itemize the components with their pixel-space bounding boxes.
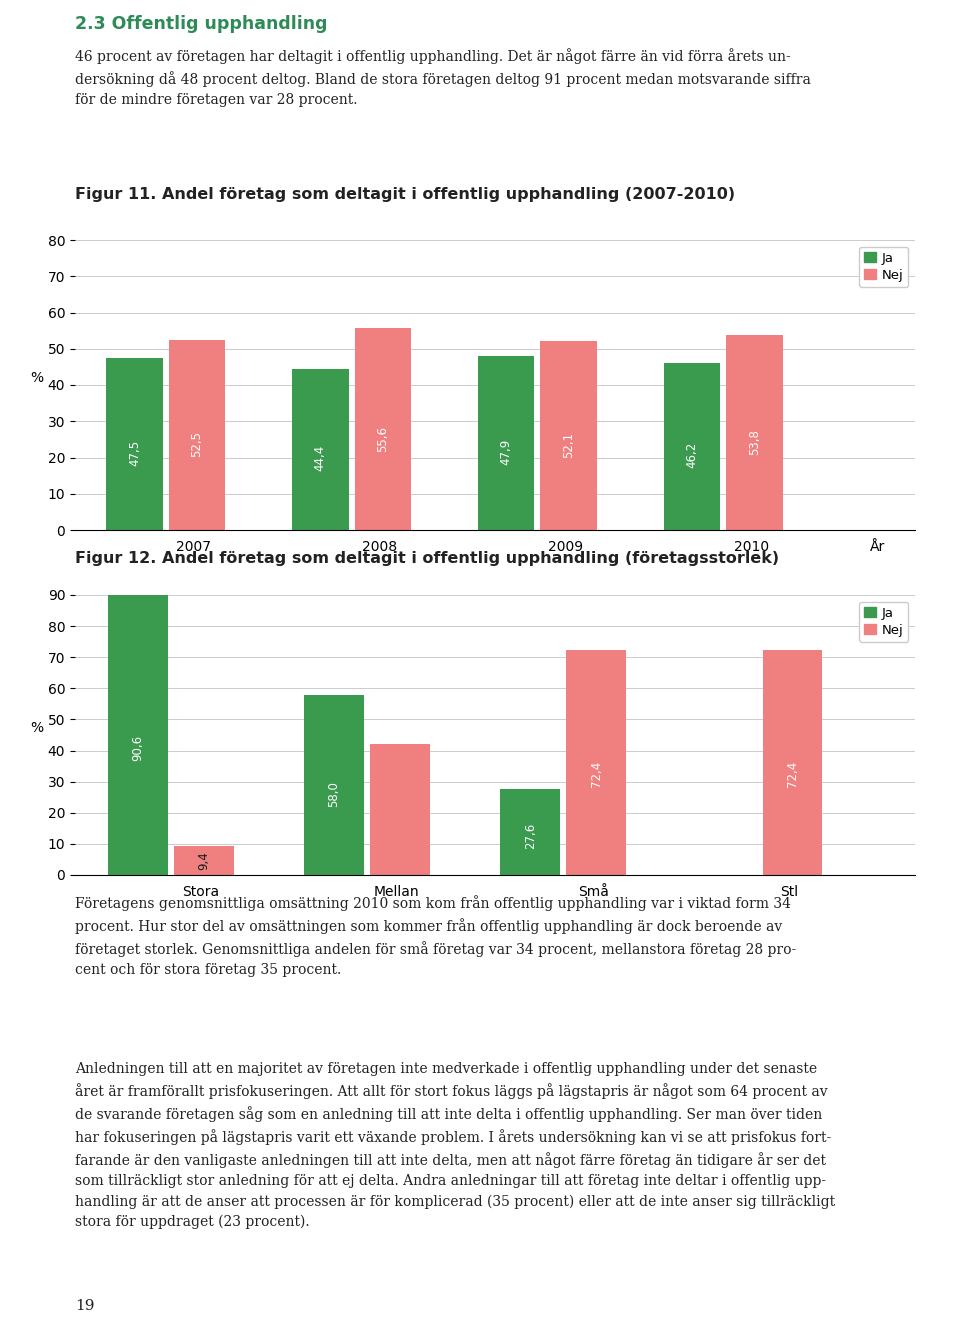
- Bar: [726, 335, 782, 530]
- Bar: [292, 370, 348, 530]
- Text: 58,0: 58,0: [327, 780, 341, 807]
- Bar: [371, 745, 430, 874]
- Text: 44,4: 44,4: [314, 444, 326, 470]
- Bar: [108, 594, 168, 874]
- Bar: [663, 363, 720, 530]
- Text: Anledningen till att en majoritet av företagen inte medverkade i offentlig uppha: Anledningen till att en majoritet av för…: [75, 1063, 835, 1230]
- Text: 72,4: 72,4: [786, 761, 799, 787]
- Text: 46 procent av företagen har deltagit i offentlig upphandling. Det är något färre: 46 procent av företagen har deltagit i o…: [75, 48, 811, 107]
- Y-axis label: %: %: [30, 721, 43, 735]
- Bar: [107, 358, 162, 530]
- Text: Företagens genomsnittliga omsättning 2010 som kom från offentlig upphandling var: Företagens genomsnittliga omsättning 201…: [75, 894, 796, 977]
- Text: 52,1: 52,1: [563, 432, 575, 458]
- Text: 52,5: 52,5: [190, 432, 204, 457]
- Bar: [762, 649, 823, 874]
- Bar: [354, 329, 411, 530]
- Text: 19: 19: [75, 1298, 94, 1313]
- Y-axis label: %: %: [30, 371, 43, 386]
- Text: 55,6: 55,6: [376, 427, 389, 452]
- Bar: [478, 356, 535, 530]
- Text: 27,6: 27,6: [524, 823, 537, 849]
- Text: 47,9: 47,9: [499, 439, 513, 465]
- Legend: Ja, Nej: Ja, Nej: [859, 602, 908, 643]
- Text: 90,6: 90,6: [132, 735, 144, 762]
- Text: Figur 11. Andel företag som deltagit i offentlig upphandling (2007-2010): Figur 11. Andel företag som deltagit i o…: [75, 187, 735, 201]
- Text: Figur 12. Andel företag som deltagit i offentlig upphandling (företagsstorlek): Figur 12. Andel företag som deltagit i o…: [75, 551, 780, 567]
- Text: 53,8: 53,8: [748, 429, 761, 456]
- Bar: [540, 341, 597, 530]
- Bar: [174, 845, 233, 874]
- Text: 47,5: 47,5: [128, 440, 141, 465]
- Legend: Ja, Nej: Ja, Nej: [859, 246, 908, 288]
- Bar: [566, 649, 626, 874]
- Bar: [304, 694, 364, 875]
- Text: 9,4: 9,4: [197, 851, 210, 869]
- Text: 46,2: 46,2: [685, 441, 699, 468]
- Text: 72,4: 72,4: [589, 761, 603, 787]
- Bar: [169, 339, 226, 530]
- Bar: [500, 790, 560, 874]
- Text: 2.3 Offentlig upphandling: 2.3 Offentlig upphandling: [75, 15, 327, 33]
